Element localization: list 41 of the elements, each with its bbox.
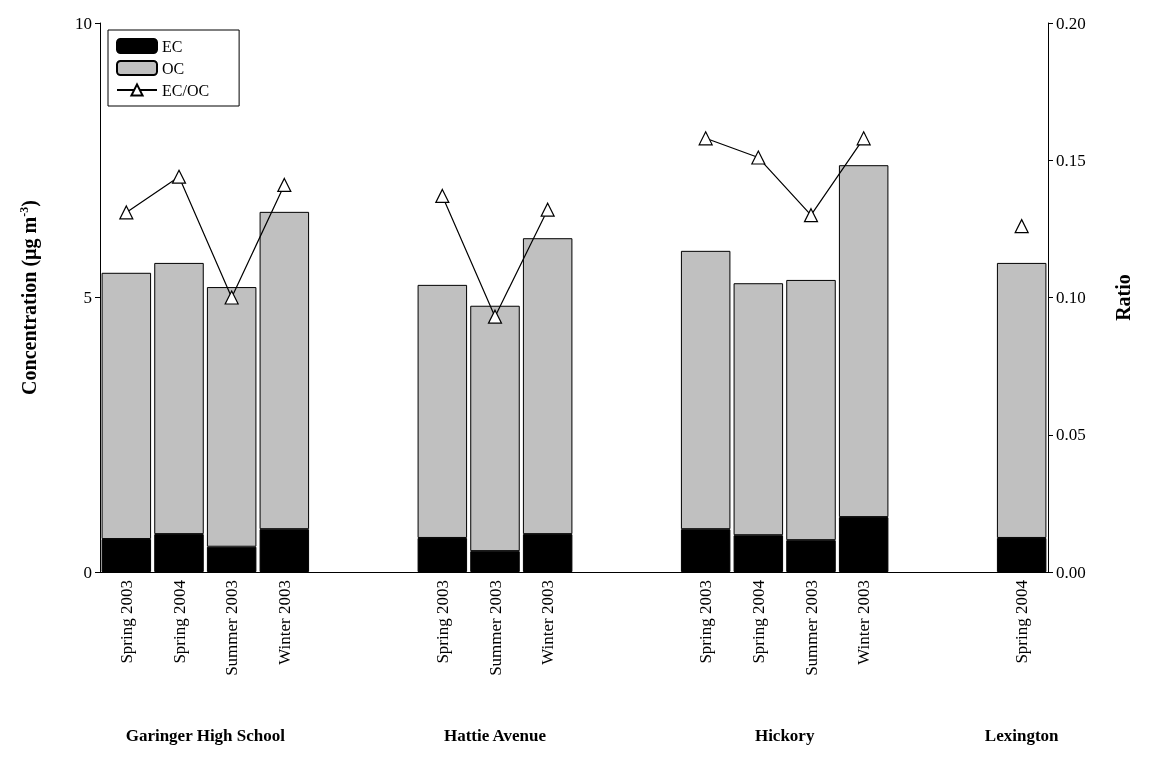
point [487,309,503,324]
point [1014,219,1029,234]
y2-axis-title: Ratio [1112,274,1134,321]
legend-label: OC [162,59,185,77]
point [698,131,713,146]
x-tick-label: Spring 2004 [748,579,768,664]
y-tick-label: 0 [83,562,92,582]
x-tick-label: Winter 2003 [854,580,874,665]
point [224,290,239,305]
y2-tick-label: 0.15 [1056,150,1086,170]
text: Garinger High School [125,725,286,745]
x-tick-label: Spring 2003 [432,580,452,664]
point [856,131,871,146]
point [119,205,134,220]
point [540,202,555,217]
y2-tick-label: 0.20 [1056,13,1086,33]
point [751,150,766,165]
x-tick-label: Spring 2004 [169,579,189,664]
x-tick-label: Summer 2003 [222,580,242,676]
text: Lexington [984,725,1060,745]
legend-label: EC/OC [162,81,210,99]
x-tick-label: Winter 2003 [538,580,558,665]
y-tick-label: 10 [75,13,92,33]
y2-tick-label: 0.00 [1056,562,1086,582]
y2-tick-label: 0.10 [1056,288,1086,307]
point [435,188,450,204]
text: Hattie Avenue [443,725,547,745]
x-tick-label: Summer 2003 [485,580,505,676]
text: Hickory [754,725,815,745]
point [171,169,187,184]
x-tick-label: Spring 2003 [116,580,136,664]
point [803,208,819,223]
x-tick-label: Spring 2003 [696,580,716,664]
x-tick-label: Spring 2004 [1012,579,1032,664]
y-tick-label: 5 [83,288,92,307]
x-tick-label: Summer 2003 [801,580,821,676]
x-tick-label: Winter 2003 [274,580,294,665]
point [277,177,292,193]
y-axis-title: Concentration (µg m-3) [17,200,41,395]
y2-tick-label: 0.05 [1056,425,1086,445]
legend-label: EC [162,37,183,55]
